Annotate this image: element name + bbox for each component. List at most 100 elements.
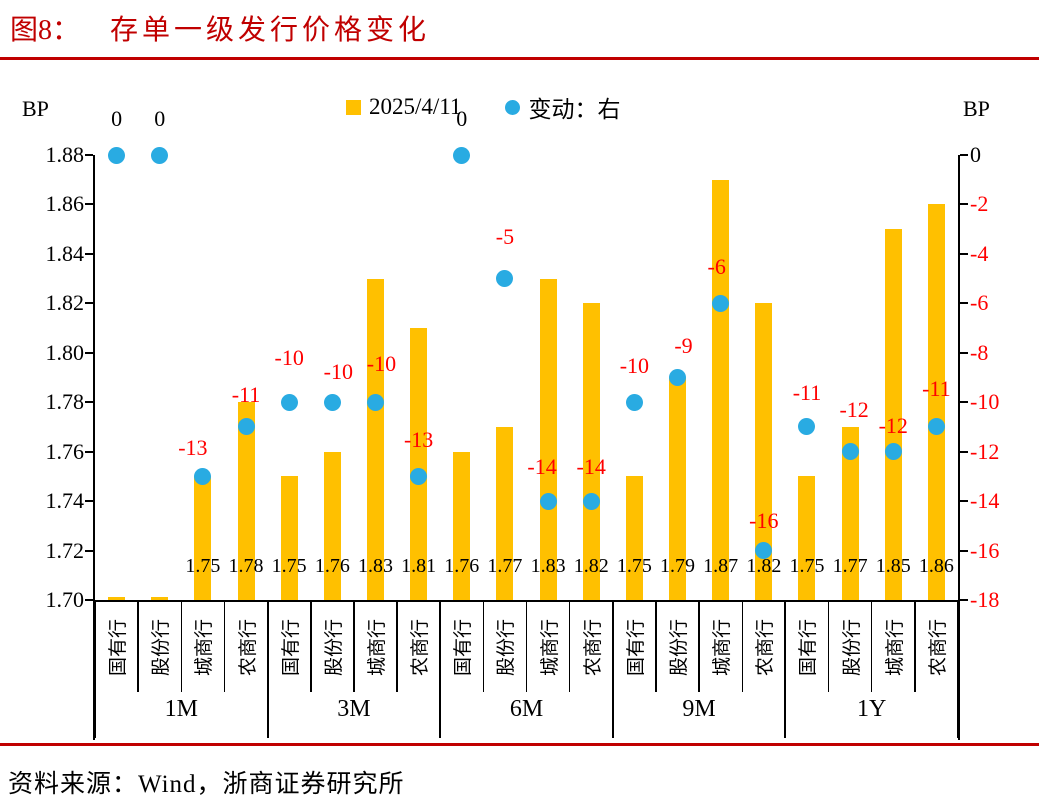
bar xyxy=(927,204,945,600)
change-value-label: 0 xyxy=(456,106,468,131)
bar xyxy=(108,597,126,600)
change-dot xyxy=(712,294,730,312)
category-separator xyxy=(741,602,743,692)
category-label: 股份行 xyxy=(669,618,691,676)
category-separator xyxy=(870,602,873,692)
left-axis-tick-label: 1.74 xyxy=(45,488,85,514)
category-separator xyxy=(482,602,485,692)
change-value-label: -14 xyxy=(576,454,606,480)
change-value-label: -16 xyxy=(749,507,779,533)
change-dot xyxy=(453,146,471,164)
category-label: 国有行 xyxy=(280,618,302,676)
left-axis-tick-mark xyxy=(85,450,93,453)
bar-value-label: 1.83 xyxy=(530,555,566,577)
left-axis-tick-mark xyxy=(85,203,93,206)
change-value-label: -11 xyxy=(922,375,951,401)
category-separator xyxy=(568,602,571,692)
top-divider-rule xyxy=(0,57,1039,60)
right-axis-tick-label: 0 xyxy=(970,142,981,167)
category-label-cell: 农商行 xyxy=(570,602,613,692)
change-value-label: -13 xyxy=(403,427,434,453)
left-axis-tick-label: 1.80 xyxy=(45,339,85,365)
group-separator xyxy=(266,602,269,738)
category-label: 国有行 xyxy=(453,618,475,676)
left-axis-tick-mark xyxy=(85,401,93,404)
bar xyxy=(323,451,341,600)
bar-value-label: 1.82 xyxy=(746,555,782,577)
category-label-cell: 股份行 xyxy=(483,602,526,692)
bar xyxy=(194,476,212,600)
category-label: 城商行 xyxy=(366,618,388,676)
bar xyxy=(237,402,255,600)
bar-value-label: 1.83 xyxy=(357,555,393,577)
legend-item-bar-series: 2025/4/11 xyxy=(346,94,461,120)
category-separator xyxy=(310,602,312,692)
bar xyxy=(496,426,514,600)
change-value-label: -10 xyxy=(323,359,353,385)
change-value-label: -12 xyxy=(839,396,869,422)
category-label-cell: 城商行 xyxy=(181,602,224,692)
change-value-label: -9 xyxy=(674,332,693,358)
category-label-cell: 城商行 xyxy=(872,602,915,692)
bar-value-label: 1.76 xyxy=(444,555,480,577)
bar-value-label: 1.75 xyxy=(616,555,652,577)
group-separator xyxy=(784,602,787,738)
category-label-cell: 国有行 xyxy=(95,602,138,692)
category-label-cell: 国有行 xyxy=(268,602,311,692)
right-axis-line xyxy=(958,155,960,740)
right-axis-tick-label: -4 xyxy=(970,240,989,266)
category-separator xyxy=(655,602,657,692)
bar xyxy=(366,278,384,600)
right-axis-tick-mark xyxy=(960,500,968,503)
change-dot xyxy=(755,542,773,560)
left-axis-tick-label: 1.86 xyxy=(45,191,85,217)
right-axis-tick-label: -10 xyxy=(970,389,1000,415)
change-value-label: -11 xyxy=(231,381,261,407)
group-separator xyxy=(439,602,442,738)
chart-legend: 2025/4/11 变动：右 xyxy=(346,90,620,124)
right-axis-unit: BP xyxy=(963,96,990,121)
left-axis-tick-mark xyxy=(85,351,93,354)
left-axis-tick-label: 1.88 xyxy=(45,142,85,167)
right-axis-tick-mark xyxy=(960,203,968,206)
category-separator xyxy=(353,602,355,692)
right-axis-tick-label: -18 xyxy=(970,587,1000,612)
category-label: 国有行 xyxy=(798,618,820,676)
change-dot xyxy=(410,467,428,485)
left-axis-tick-mark xyxy=(85,154,93,156)
bar xyxy=(669,377,687,600)
right-axis-tick-label: -14 xyxy=(970,488,1000,514)
right-axis-tick-label: -2 xyxy=(970,191,989,217)
bar xyxy=(841,426,859,600)
category-label: 农商行 xyxy=(582,618,604,676)
right-axis-tick-mark xyxy=(960,252,968,255)
category-label: 农商行 xyxy=(410,618,432,676)
change-value-label: -10 xyxy=(619,353,650,379)
change-dot xyxy=(841,443,859,461)
change-dot xyxy=(108,146,126,164)
bar xyxy=(539,278,557,600)
category-separator xyxy=(698,602,700,692)
category-label-cell: 股份行 xyxy=(829,602,872,692)
right-axis-tick-label: -6 xyxy=(970,290,989,316)
group-label: 9M xyxy=(682,696,716,722)
category-label-cell: 国有行 xyxy=(440,602,483,692)
bar xyxy=(453,451,471,600)
left-axis-tick-label: 1.70 xyxy=(45,587,85,612)
bar xyxy=(151,597,169,600)
figure-title-text: 存单一级发行价格变化 xyxy=(110,15,431,46)
left-axis-line xyxy=(93,155,95,740)
category-label: 股份行 xyxy=(496,618,518,676)
bottom-divider-rule xyxy=(0,743,1039,746)
left-axis-tick-mark xyxy=(85,500,93,503)
bar-value-label: 1.75 xyxy=(271,555,307,577)
change-value-label: -12 xyxy=(878,412,908,438)
change-value-label: -13 xyxy=(178,435,208,461)
bar xyxy=(884,229,902,600)
group-separator xyxy=(957,602,959,738)
left-axis-tick-label: 1.78 xyxy=(45,389,85,415)
figure-title: 图8： 存单一级发行价格变化 xyxy=(10,8,430,48)
figure-number: 图8： xyxy=(10,15,81,46)
dot-swatch-icon xyxy=(505,99,521,115)
